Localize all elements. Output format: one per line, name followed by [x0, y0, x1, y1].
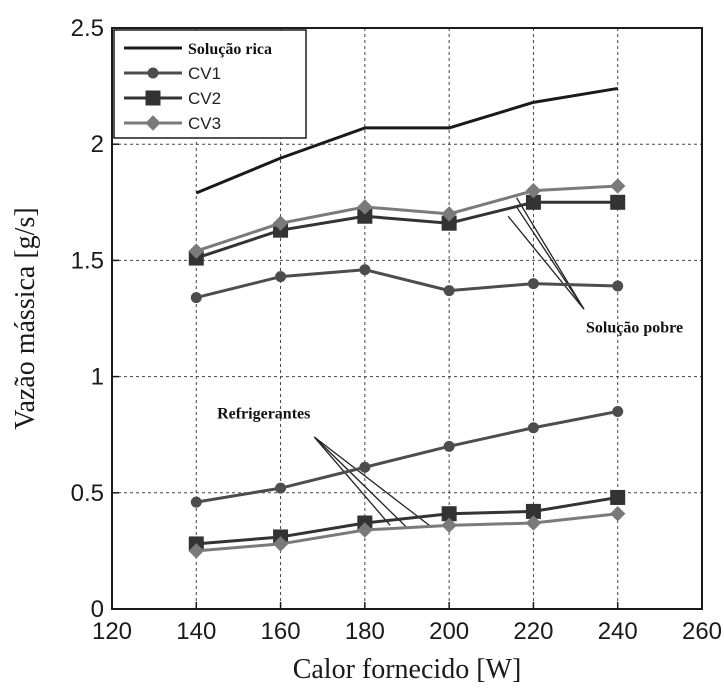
data-point: [357, 522, 373, 538]
annotation-label: Refrigerantes: [217, 405, 310, 422]
data-point: [441, 517, 457, 534]
plot-frame: [111, 27, 703, 610]
legend-label: CV1: [188, 64, 221, 83]
y-tick-label: 0: [91, 596, 104, 623]
tick-labels: 120 140 160 180 200 220 240 260 0 0.5 1 1.5 2 2.5: [71, 15, 722, 645]
data-point: [525, 515, 542, 531]
annotation-pointer: [507, 215, 585, 310]
legend: Solução rica CV1 CV2 CV3: [113, 29, 307, 139]
data-point: [188, 243, 204, 259]
data-point: [612, 405, 624, 417]
data-point: [359, 461, 371, 473]
x-tick-label: 200: [429, 618, 469, 645]
x-tick-label: 260: [682, 618, 722, 645]
legend-marker: [145, 90, 161, 106]
data-point: [441, 206, 457, 222]
annotation-pointer: [516, 206, 585, 310]
x-tick-label: 220: [513, 618, 553, 645]
series-line: [196, 409, 618, 504]
grid-lines: [112, 28, 702, 609]
data-point: [359, 264, 371, 276]
annotations: Solução pobre Refrigerantes: [217, 197, 683, 529]
legend-item: CV3: [124, 114, 221, 133]
y-tick-label: 2.5: [71, 15, 104, 42]
data-point: [272, 215, 289, 231]
series-refrigerante-cv1: [190, 405, 624, 508]
data-point: [610, 489, 626, 505]
y-tick-label: 2: [91, 131, 104, 158]
legend-item: CV1: [124, 64, 221, 83]
data-point: [527, 278, 539, 290]
annotation-pointer: [313, 436, 391, 526]
data-point: [275, 482, 287, 494]
data-point: [190, 496, 202, 508]
legend-item: CV2: [124, 89, 221, 108]
data-point: [610, 506, 626, 522]
data-point: [525, 182, 542, 199]
x-tick-label: 140: [176, 618, 216, 645]
annotation-label: Solução pobre: [586, 319, 683, 336]
series: [188, 86, 626, 559]
legend-label: CV2: [188, 89, 221, 108]
y-tick-label: 1: [91, 364, 104, 391]
data-point: [527, 422, 539, 434]
series-pobre-cv1: [190, 264, 624, 304]
series-refrigerante-cv3: [188, 506, 626, 559]
x-axis-title: Calor fornecido [W]: [293, 654, 522, 685]
series-line: [196, 495, 618, 546]
data-point: [357, 199, 373, 215]
series-line: [195, 200, 618, 260]
data-point: [272, 536, 289, 552]
x-tick-label: 160: [261, 618, 301, 645]
x-tick-label: 120: [92, 618, 132, 645]
data-point: [188, 543, 204, 559]
series-line: [195, 86, 618, 195]
y-axis-title: Vazão mássica [g/s]: [10, 207, 41, 429]
data-point: [610, 178, 626, 194]
annotation-pointer: [313, 436, 408, 529]
series-line: [195, 268, 618, 300]
series-line: [195, 184, 618, 253]
data-point: [443, 285, 455, 297]
x-tick-label: 180: [345, 618, 385, 645]
legend-label: CV3: [188, 114, 221, 133]
series-pobre-cv2: [188, 194, 626, 266]
series-line: [196, 512, 618, 553]
data-point: [610, 194, 626, 210]
data-point: [612, 280, 624, 292]
legend-label: Solução rica: [188, 41, 272, 58]
y-tick-label: 1.5: [71, 247, 104, 274]
annotation-pointer: [516, 197, 585, 310]
data-point: [443, 440, 455, 452]
annotation-pointer: [313, 436, 433, 529]
data-point: [190, 292, 202, 304]
x-tick-label: 240: [598, 618, 638, 645]
series-pobre-cv3: [188, 178, 626, 259]
series-rica-solu-o-rica: [195, 86, 618, 195]
legend-marker: [147, 67, 159, 79]
legend-marker: [145, 115, 161, 131]
legend-item: Solução rica: [124, 41, 272, 58]
data-point: [275, 271, 287, 283]
y-tick-label: 0.5: [71, 480, 104, 507]
